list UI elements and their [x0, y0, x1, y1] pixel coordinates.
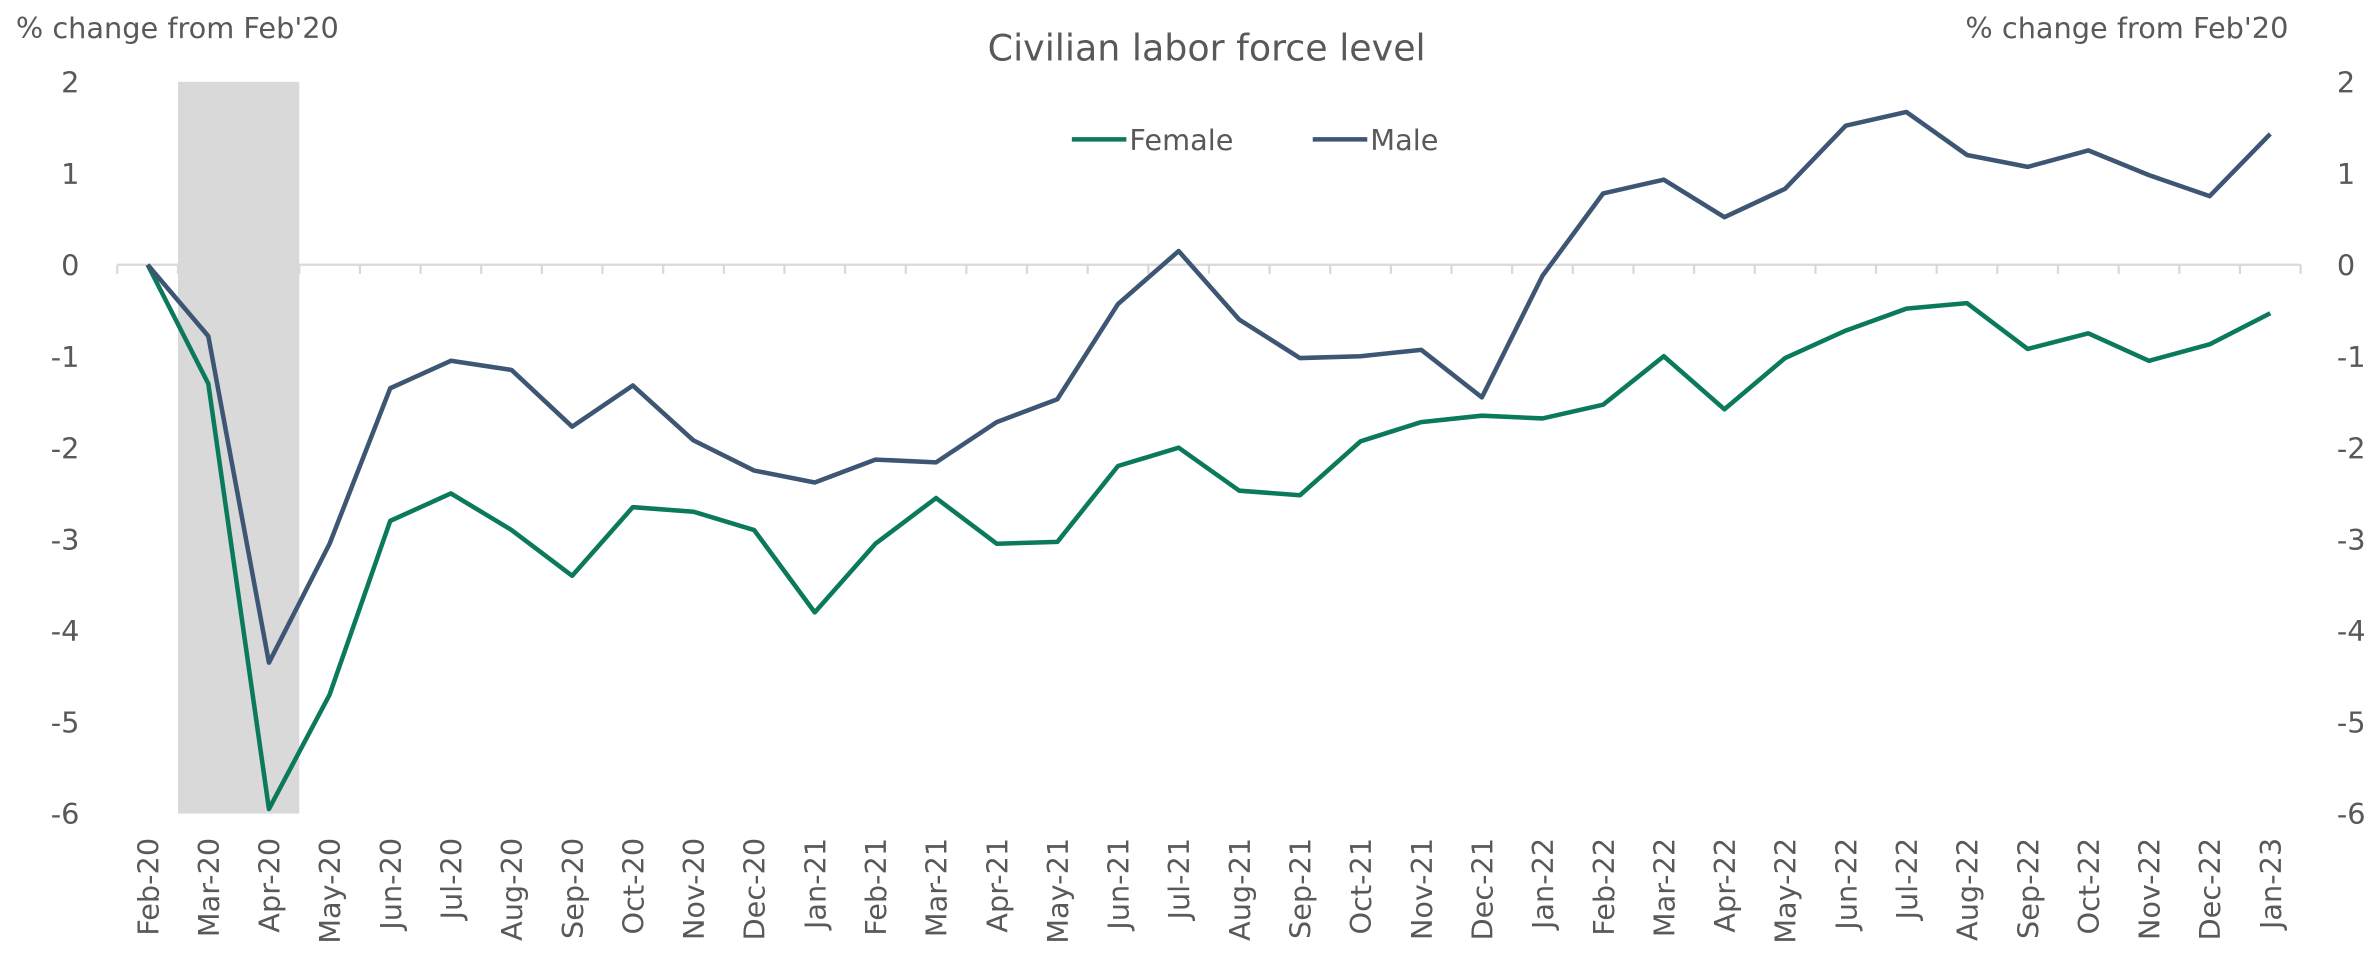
y-tick-label: 2	[61, 65, 79, 99]
x-tick-label: Apr-21	[980, 838, 1014, 933]
series-line	[145, 263, 2272, 812]
x-tick-label: Jun-22	[1829, 838, 1863, 932]
x-tick-label: Jul-21	[1162, 838, 1196, 922]
y-tick-label: -5	[51, 706, 80, 740]
y2-tick-label: 1	[2337, 157, 2355, 191]
x-tick-label: Feb-20	[131, 838, 165, 936]
x-tick-label: Jan-22	[1526, 838, 1560, 931]
x-tick-label: Aug-21	[1223, 838, 1257, 941]
y-tick-label: 0	[61, 248, 79, 282]
x-tick-label: Dec-21	[1465, 838, 1499, 941]
y-axis-label: % change from Feb'20	[16, 11, 339, 45]
series-line	[145, 109, 2272, 665]
x-tick-label: Nov-22	[2133, 838, 2167, 940]
recession-band	[177, 81, 300, 814]
y2-tick-label: -3	[2337, 523, 2366, 557]
x-tick-label: May-20	[313, 838, 347, 944]
y2-tick-label: -5	[2337, 706, 2366, 740]
x-tick-label: May-21	[1041, 838, 1075, 944]
x-tick-label: Apr-22	[1708, 838, 1742, 933]
x-tick-label: Jun-21	[1102, 838, 1136, 932]
y-tick-label: -6	[51, 797, 80, 831]
x-tick-label: Jan-23	[2254, 838, 2288, 931]
x-tick-label: Jan-21	[798, 838, 832, 931]
y-tick-label: -4	[51, 614, 80, 648]
x-tick-label: Oct-21	[1344, 838, 1378, 935]
x-tick-label: Oct-20	[616, 838, 650, 935]
y2-tick-label: -2	[2337, 431, 2366, 465]
x-tick-label: Aug-22	[1951, 838, 1985, 941]
y-tick-label: -3	[51, 523, 80, 557]
x-tick-label: Nov-21	[1405, 838, 1439, 940]
x-tick-label: Jul-22	[1890, 838, 1924, 922]
y2-axis-label: % change from Feb'20	[1965, 11, 2288, 45]
x-tick-label: Sep-21	[1284, 838, 1318, 939]
x-tick-label: Jul-20	[434, 838, 468, 922]
x-tick-label: Mar-20	[192, 838, 226, 937]
y2-tick-label: -6	[2337, 797, 2366, 831]
x-tick-label: May-22	[1769, 838, 1803, 944]
y-tick-label: 1	[61, 157, 79, 191]
y2-tick-label: -1	[2337, 340, 2366, 374]
x-tick-label: Feb-22	[1587, 838, 1621, 936]
x-tick-label: Mar-22	[1647, 838, 1681, 937]
x-tick-label: Feb-21	[859, 838, 893, 936]
x-tick-label: Dec-20	[738, 838, 772, 941]
x-tick-label: Apr-20	[253, 838, 287, 933]
y2-tick-label: -4	[2337, 614, 2366, 648]
x-tick-label: Aug-20	[495, 838, 529, 941]
x-tick-label: Oct-22	[2072, 838, 2106, 935]
x-tick-label: Sep-20	[556, 838, 590, 939]
legend-label: Male	[1370, 123, 1438, 157]
chart-title: Civilian labor force level	[988, 27, 1426, 70]
y2-tick-label: 0	[2337, 248, 2355, 282]
y-tick-label: -1	[51, 340, 80, 374]
y2-tick-label: 2	[2337, 65, 2355, 99]
x-tick-label: Jun-20	[374, 838, 408, 932]
x-tick-label: Mar-21	[920, 838, 954, 937]
x-tick-label: Dec-22	[2193, 838, 2227, 941]
y-tick-label: -2	[51, 431, 80, 465]
legend-label: Female	[1129, 123, 1233, 157]
x-tick-label: Sep-22	[2011, 838, 2045, 939]
x-tick-label: Nov-20	[677, 838, 711, 940]
